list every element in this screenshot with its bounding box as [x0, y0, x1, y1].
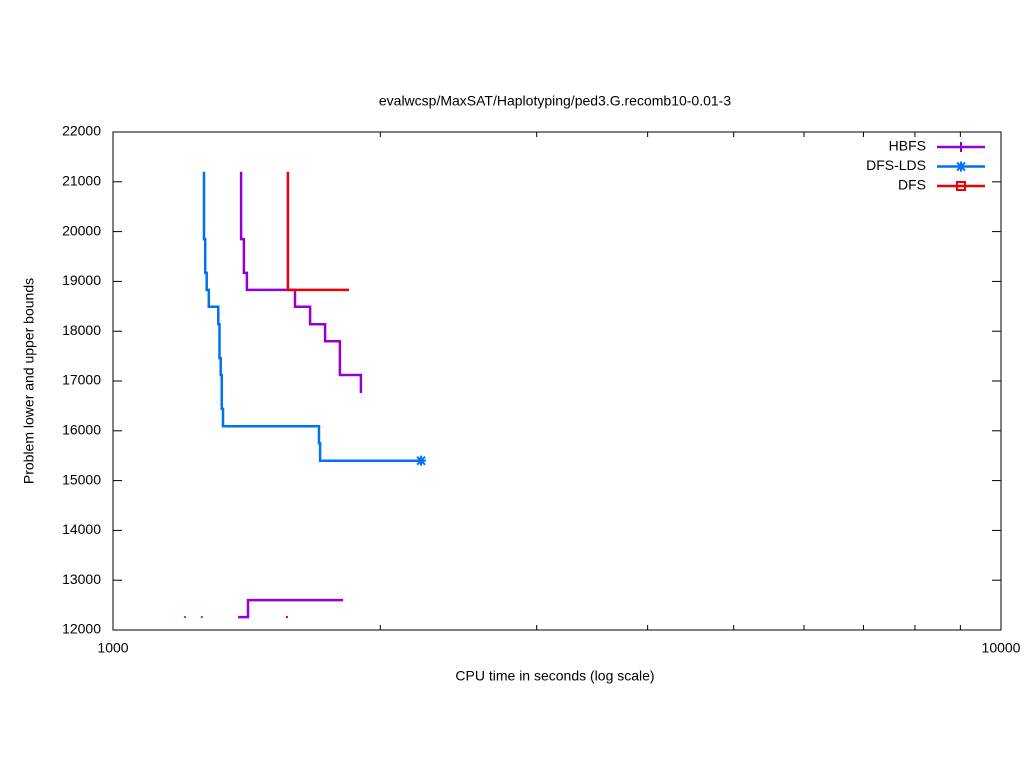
- legend-label: DFS-LDS: [866, 157, 926, 173]
- legend-label: HBFS: [889, 138, 926, 154]
- y-tick-label: 22000: [62, 123, 101, 139]
- y-tick-label: 16000: [62, 422, 101, 438]
- chart-title: evalwcsp/MaxSAT/Haplotyping/ped3.G.recom…: [379, 93, 731, 109]
- y-tick-label: 17000: [62, 372, 101, 388]
- y-tick-label: 12000: [62, 621, 101, 637]
- point: [183, 616, 186, 619]
- bound-line: [286, 171, 349, 292]
- legend-label: DFS: [898, 177, 926, 193]
- marker: [956, 181, 966, 191]
- bound-line: [202, 171, 422, 462]
- y-axis-label: Problem lower and upper bounds: [21, 278, 37, 484]
- y-tick-label: 18000: [62, 322, 101, 338]
- bound-line: [238, 598, 344, 619]
- y-tick-label: 19000: [62, 272, 101, 288]
- point: [285, 616, 288, 619]
- y-tick-label: 20000: [62, 222, 101, 238]
- plot-frame: [112, 131, 1002, 631]
- x-tick-label: 10000: [982, 640, 1021, 656]
- marker: [416, 455, 427, 466]
- bound-line: [239, 171, 363, 393]
- x-axis-label: CPU time in seconds (log scale): [455, 668, 654, 684]
- x-tick-label: 1000: [97, 640, 128, 656]
- marker: [956, 161, 966, 172]
- y-tick-label: 13000: [62, 571, 101, 587]
- marker: [956, 142, 966, 152]
- y-tick-label: 14000: [62, 521, 101, 537]
- y-tick-label: 21000: [62, 173, 101, 189]
- point: [200, 616, 203, 619]
- y-tick-label: 15000: [62, 471, 101, 487]
